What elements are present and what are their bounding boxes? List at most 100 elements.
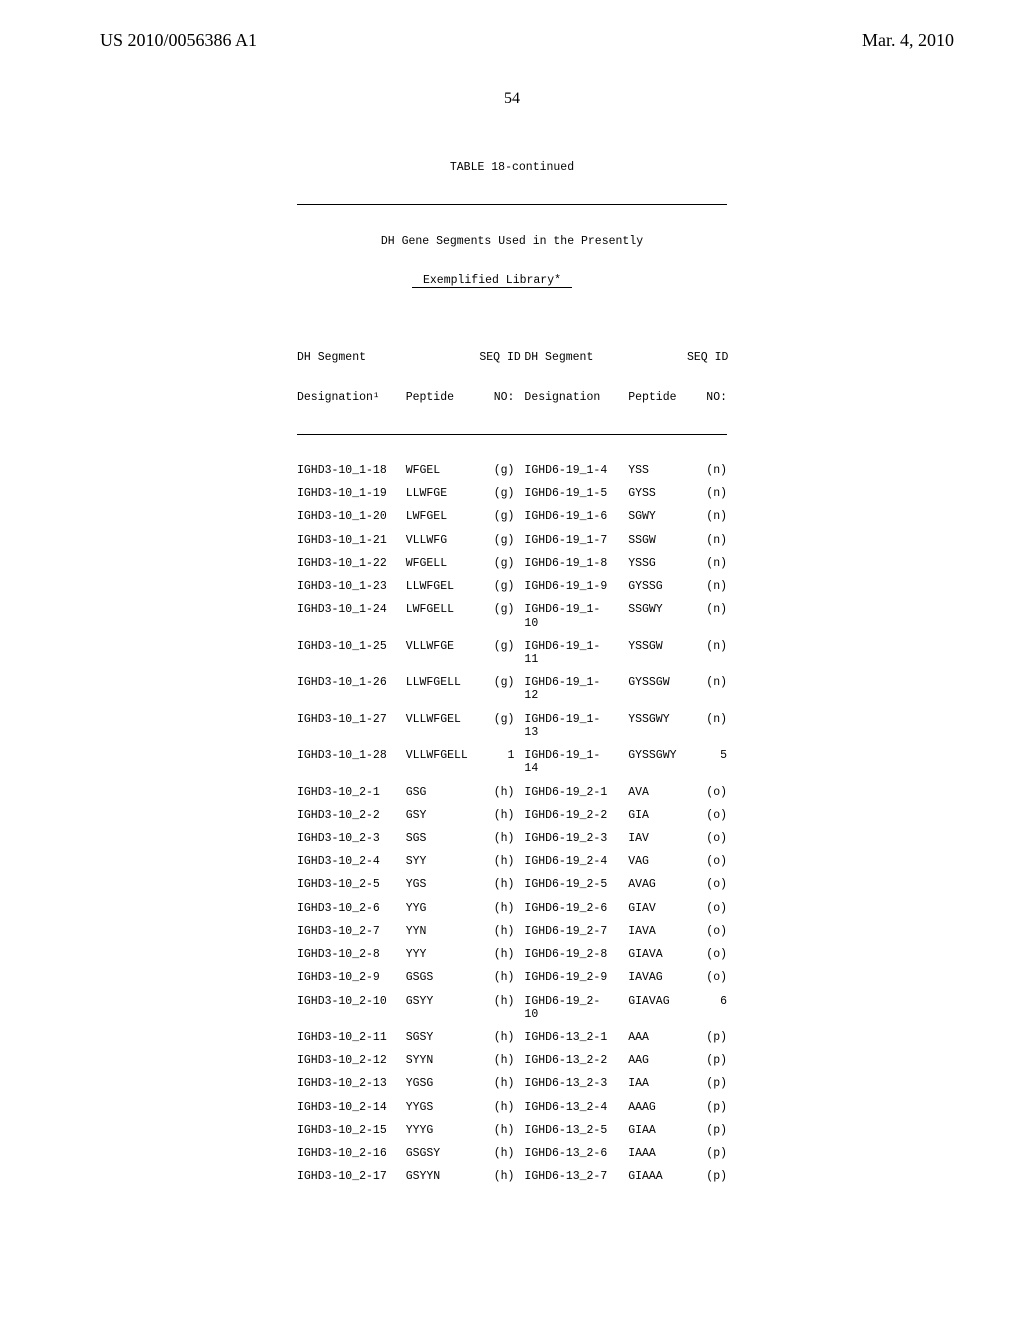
cell-d2: IGHD6-19_2-8	[524, 948, 628, 961]
cell-d2: IGHD6-19_1-5	[524, 487, 628, 500]
cell-p1: YYYG	[406, 1124, 480, 1137]
cell-s1: (h)	[480, 948, 525, 961]
cell-s2: (p)	[687, 1031, 727, 1044]
cell-p2: IAV	[628, 832, 687, 845]
table-row: IGHD3-10_2-16GSGSY(h)IGHD6-13_2-6IAAA(p)	[297, 1147, 727, 1160]
cell-d2: IGHD6-19_1-8	[524, 557, 628, 570]
cell-d2: IGHD6-19_2-2	[524, 809, 628, 822]
cell-s2: (o)	[687, 809, 727, 822]
col-hdr-designation2-b: Designation	[524, 391, 628, 404]
cell-s2: (o)	[687, 971, 727, 984]
col-hdr-designation-b: Designation¹	[297, 391, 406, 404]
cell-s2: (o)	[687, 902, 727, 915]
cell-p1: YYN	[406, 925, 480, 938]
cell-d2-cont: 10	[524, 1008, 628, 1021]
cell-d1: IGHD3-10_2-14	[297, 1101, 406, 1114]
table-caption-line2: Exemplified Library*	[412, 274, 572, 288]
header-row-2: Designation¹ Peptide NO: Designation Pep…	[297, 391, 727, 404]
publication-date: Mar. 4, 2010	[862, 30, 954, 51]
cell-d1: IGHD3-10_2-10	[297, 995, 406, 1008]
cell-s2: (p)	[687, 1147, 727, 1160]
cell-s1: (g)	[480, 580, 525, 593]
cell-s2: (n)	[687, 603, 727, 616]
cell-p2: SSGW	[628, 534, 687, 547]
cell-d2: IGHD6-19_1-	[524, 640, 628, 653]
cell-d1: IGHD3-10_1-24	[297, 603, 406, 616]
table-row: IGHD3-10_2-2GSY(h)IGHD6-19_2-2GIA(o)	[297, 809, 727, 822]
cell-s2: 6	[687, 995, 727, 1008]
cell-p1: GSYY	[406, 995, 480, 1008]
cell-s1: (g)	[480, 713, 525, 726]
table-body: IGHD3-10_1-18WFGEL(g)IGHD6-19_1-4YSS(n) I…	[297, 464, 727, 1193]
table-label: TABLE 18-continued	[297, 161, 727, 174]
cell-p2: YSSGW	[628, 640, 687, 653]
table-row: IGHD3-10_2-1GSG(h)IGHD6-19_2-1AVA(o)	[297, 786, 727, 799]
cell-d1: IGHD3-10_2-17	[297, 1170, 406, 1183]
cell-p1: GSGS	[406, 971, 480, 984]
cell-s1: (g)	[480, 464, 525, 477]
cell-d1: IGHD3-10_2-1	[297, 786, 406, 799]
page-number: 54	[0, 90, 1024, 108]
table-row: IGHD3-10_1-27VLLWFGEL(g)IGHD6-19_1-YSSGW…	[297, 713, 727, 726]
rule	[297, 434, 727, 435]
cell-d2: IGHD6-19_1-7	[524, 534, 628, 547]
table-row-cont: 11	[297, 653, 727, 666]
cell-s2: (o)	[687, 855, 727, 868]
table-row: IGHD3-10_2-10GSYY(h)IGHD6-19_2-GIAVAG6	[297, 995, 727, 1008]
cell-d1: IGHD3-10_2-13	[297, 1077, 406, 1090]
cell-p1: LLWFGE	[406, 487, 480, 500]
cell-p2: GYSSG	[628, 580, 687, 593]
cell-p1: VLLWFGE	[406, 640, 480, 653]
cell-p2: GIAA	[628, 1124, 687, 1137]
cell-d1: IGHD3-10_2-9	[297, 971, 406, 984]
cell-p2: GIA	[628, 809, 687, 822]
cell-s1: (h)	[480, 1077, 525, 1090]
col-hdr-designation: DH Segment	[297, 351, 405, 364]
cell-p2: SSGWY	[628, 603, 687, 616]
cell-d1: IGHD3-10_1-21	[297, 534, 406, 547]
cell-p1: GSYYN	[406, 1170, 480, 1183]
gene-segments-table: TABLE 18-continued DH Gene Segments Used…	[297, 135, 727, 1220]
table-wrapper: TABLE 18-continued DH Gene Segments Used…	[0, 135, 1024, 1220]
cell-d2: IGHD6-19_2-	[524, 995, 628, 1008]
cell-s2: (o)	[687, 878, 727, 891]
cell-s1: 1	[480, 749, 525, 762]
table-row: IGHD3-10_1-19LLWFGE(g)IGHD6-19_1-5GYSS(n…	[297, 487, 727, 500]
cell-p1: LLWFGEL	[406, 580, 480, 593]
cell-d1: IGHD3-10_2-12	[297, 1054, 406, 1067]
cell-d2: IGHD6-19_2-9	[524, 971, 628, 984]
cell-p1: GSG	[406, 786, 480, 799]
rule	[297, 204, 727, 205]
col-hdr-peptide1: Peptide	[406, 391, 480, 404]
cell-p1: GSGSY	[406, 1147, 480, 1160]
cell-d2: IGHD6-13_2-6	[524, 1147, 628, 1160]
cell-s1: (g)	[480, 640, 525, 653]
cell-d2: IGHD6-19_2-7	[524, 925, 628, 938]
cell-s1: (h)	[480, 855, 525, 868]
cell-s2: (o)	[687, 832, 727, 845]
cell-p1: LWFGELL	[406, 603, 480, 616]
cell-p1: GSY	[406, 809, 480, 822]
cell-s2: 5	[687, 749, 727, 762]
cell-p2: IAVA	[628, 925, 687, 938]
table-row: IGHD3-10_1-24LWFGELL(g)IGHD6-19_1-SSGWY(…	[297, 603, 727, 616]
table-row: IGHD3-10_2-8YYY(h)IGHD6-19_2-8GIAVA(o)	[297, 948, 727, 961]
table-row: IGHD3-10_1-18WFGEL(g)IGHD6-19_1-4YSS(n)	[297, 464, 727, 477]
cell-p2: YSSGWY	[628, 713, 687, 726]
cell-s1: (h)	[480, 995, 525, 1008]
cell-p1: YGS	[406, 878, 480, 891]
cell-p1: SGS	[406, 832, 480, 845]
cell-p2: GIAV	[628, 902, 687, 915]
cell-p2: GIAVA	[628, 948, 687, 961]
cell-p1: LLWFGELL	[406, 676, 480, 689]
cell-d1: IGHD3-10_1-26	[297, 676, 406, 689]
cell-s1: (g)	[480, 487, 525, 500]
cell-s1: (h)	[480, 971, 525, 984]
table-row-cont: 12	[297, 689, 727, 702]
cell-p2: AAAG	[628, 1101, 687, 1114]
table-row-cont: 13	[297, 726, 727, 739]
cell-s2: (p)	[687, 1101, 727, 1114]
cell-p1: WFGELL	[406, 557, 480, 570]
table-row: IGHD3-10_1-23LLWFGEL(g)IGHD6-19_1-9GYSSG…	[297, 580, 727, 593]
cell-p2: VAG	[628, 855, 687, 868]
